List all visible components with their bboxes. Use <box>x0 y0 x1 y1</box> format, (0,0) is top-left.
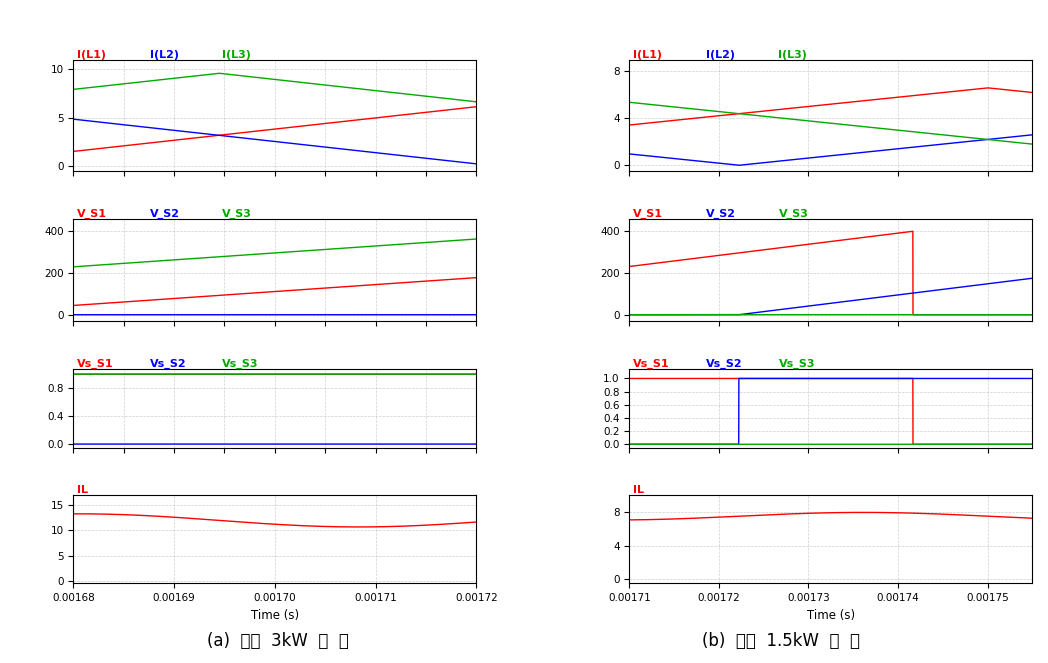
Text: V_S1: V_S1 <box>633 208 663 219</box>
Text: (a)  출력  3kW  일  때: (a) 출력 3kW 일 때 <box>206 633 349 650</box>
Text: Vs_S2: Vs_S2 <box>706 358 743 369</box>
Text: IL: IL <box>633 485 645 495</box>
Text: Vs_S3: Vs_S3 <box>222 358 259 369</box>
Text: IL: IL <box>78 485 88 495</box>
Text: V_S2: V_S2 <box>706 208 736 219</box>
Text: Vs_S1: Vs_S1 <box>633 358 670 369</box>
Text: Vs_S1: Vs_S1 <box>78 358 114 369</box>
Text: (b)  출력  1.5kW  일  때: (b) 출력 1.5kW 일 때 <box>702 633 859 650</box>
Text: I(L2): I(L2) <box>706 50 735 60</box>
Text: V_S1: V_S1 <box>78 208 107 219</box>
Text: Vs_S3: Vs_S3 <box>779 358 815 369</box>
Text: I(L1): I(L1) <box>633 50 662 60</box>
Text: I(L1): I(L1) <box>78 50 107 60</box>
X-axis label: Time (s): Time (s) <box>250 609 299 622</box>
Text: V_S3: V_S3 <box>222 208 253 219</box>
Text: V_S3: V_S3 <box>779 208 808 219</box>
Text: Vs_S2: Vs_S2 <box>150 358 187 369</box>
Text: I(L2): I(L2) <box>150 50 179 60</box>
Text: I(L3): I(L3) <box>222 50 252 60</box>
Text: I(L3): I(L3) <box>779 50 807 60</box>
Text: V_S2: V_S2 <box>150 208 180 219</box>
X-axis label: Time (s): Time (s) <box>807 609 855 622</box>
